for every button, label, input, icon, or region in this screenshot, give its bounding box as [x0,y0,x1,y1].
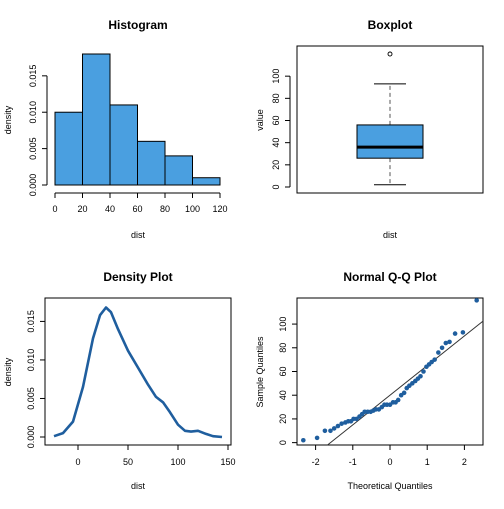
density-title: Density Plot [103,270,172,284]
qq-xlabel: Theoretical Quantiles [347,481,433,491]
boxplot-box [356,124,424,159]
histogram-x-tick-label: 0 [52,204,57,214]
histogram-plot-area: 0 20 40 60 80 100 120 0.000 0.005 0.010 0.015 [28,53,228,214]
qq-point [331,426,337,431]
boxplot-y-tick-label: 80 [271,93,281,103]
qq-point [301,437,306,443]
qq-point [322,428,328,434]
boxplot-y-tick-label: 60 [271,115,281,125]
histogram-bar [137,140,166,186]
density-xlabel: dist [131,481,146,491]
qq-point [474,298,479,303]
histogram-y-tick-label: 0.015 [28,65,38,88]
histogram-bar [109,104,138,186]
histogram-x-tick-label: 120 [212,204,227,214]
histogram-ylabel: density [3,105,13,134]
qq-point [418,373,423,379]
boxplot-plot-area: 0 20 40 60 80 100 [271,45,484,194]
qq-y-tick-label: 80 [278,343,288,353]
boxplot-y-tick-label: 100 [271,69,281,84]
qq-point [436,350,441,355]
histogram-x-tick-label: 20 [77,204,87,214]
qq-reference-line [327,320,484,446]
qq-x-tick-label: 2 [462,457,467,467]
density-y-tick-label: 0.000 [26,426,36,449]
qq-x-tick-label: 1 [425,457,430,467]
qq-y-tick-label: 60 [278,366,288,376]
qq-point [439,345,445,351]
qq-point [328,428,333,434]
qq-point [395,397,401,403]
qq-ylabel: Sample Quantiles [255,336,265,408]
density-frame [44,297,232,446]
density-x-tick-label: 50 [123,457,133,467]
histogram-bar [164,155,193,186]
qq-point [432,357,437,362]
density-ylabel: density [3,357,13,386]
histogram-x-tick-label: 40 [105,204,115,214]
histogram-xlabel: dist [131,230,146,240]
qq-y-tick-label: 40 [278,390,288,400]
qq-point [452,331,458,336]
density-y-tick-label: 0.005 [26,387,36,410]
histogram-title: Histogram [108,18,167,32]
boxplot-xlabel: dist [383,230,398,240]
histogram-y-tick-label: 0.010 [28,101,38,124]
qq-point [443,340,449,346]
histogram-bar [192,177,221,186]
qq-x-tick-label: 0 [387,457,392,467]
density-x-tick-label: 0 [75,457,80,467]
histogram-x-tick-label: 60 [132,204,142,214]
boxplot-y-tick-label: 40 [271,138,281,148]
qq-point [335,423,341,429]
qq-point [421,369,426,374]
boxplot-panel: Boxplot 0 20 40 60 80 100 dist value [255,18,484,240]
qq-x-tick-label: -1 [349,457,357,467]
qq-title: Normal Q-Q Plot [343,270,436,284]
density-panel: Density Plot 0 50 100 150 0.000 0.005 0.010 0.0… [3,270,236,491]
boxplot-y-tick-label: 20 [271,160,281,170]
qq-point [401,390,407,396]
density-line [53,306,223,439]
qq-y-tick-label: 20 [278,414,288,424]
histogram-bar [54,111,83,186]
density-y-tick-label: 0.015 [26,310,36,333]
density-plot-area: 0 50 100 150 0.000 0.005 0.010 0.015 [26,297,236,467]
histogram-panel: Histogram 0 20 40 60 80 100 120 0.000 0.005 0.010… [3,18,228,240]
qq-point [339,421,344,426]
qq-point [314,435,320,441]
density-x-tick-label: 100 [170,457,185,467]
qq-x-tick-label: -2 [312,457,320,467]
density-y-tick-label: 0.010 [26,349,36,372]
histogram-x-tick-label: 80 [160,204,170,214]
histogram-bar [82,53,111,186]
qq-y-tick-label: 100 [278,317,288,332]
boxplot-outlier [387,51,393,57]
density-x-tick-label: 150 [220,457,235,467]
qq-point [447,339,452,345]
boxplot-ylabel: value [255,109,265,131]
boxplot-y-tick-label: 0 [271,184,281,189]
qq-point [460,330,466,335]
histogram-x-tick-label: 100 [185,204,200,214]
histogram-y-tick-label: 0.000 [28,174,38,197]
boxplot-frame [296,45,484,194]
qq-y-tick-label: 0 [278,440,288,445]
boxplot-title: Boxplot [368,18,413,32]
histogram-y-tick-label: 0.005 [28,137,38,160]
